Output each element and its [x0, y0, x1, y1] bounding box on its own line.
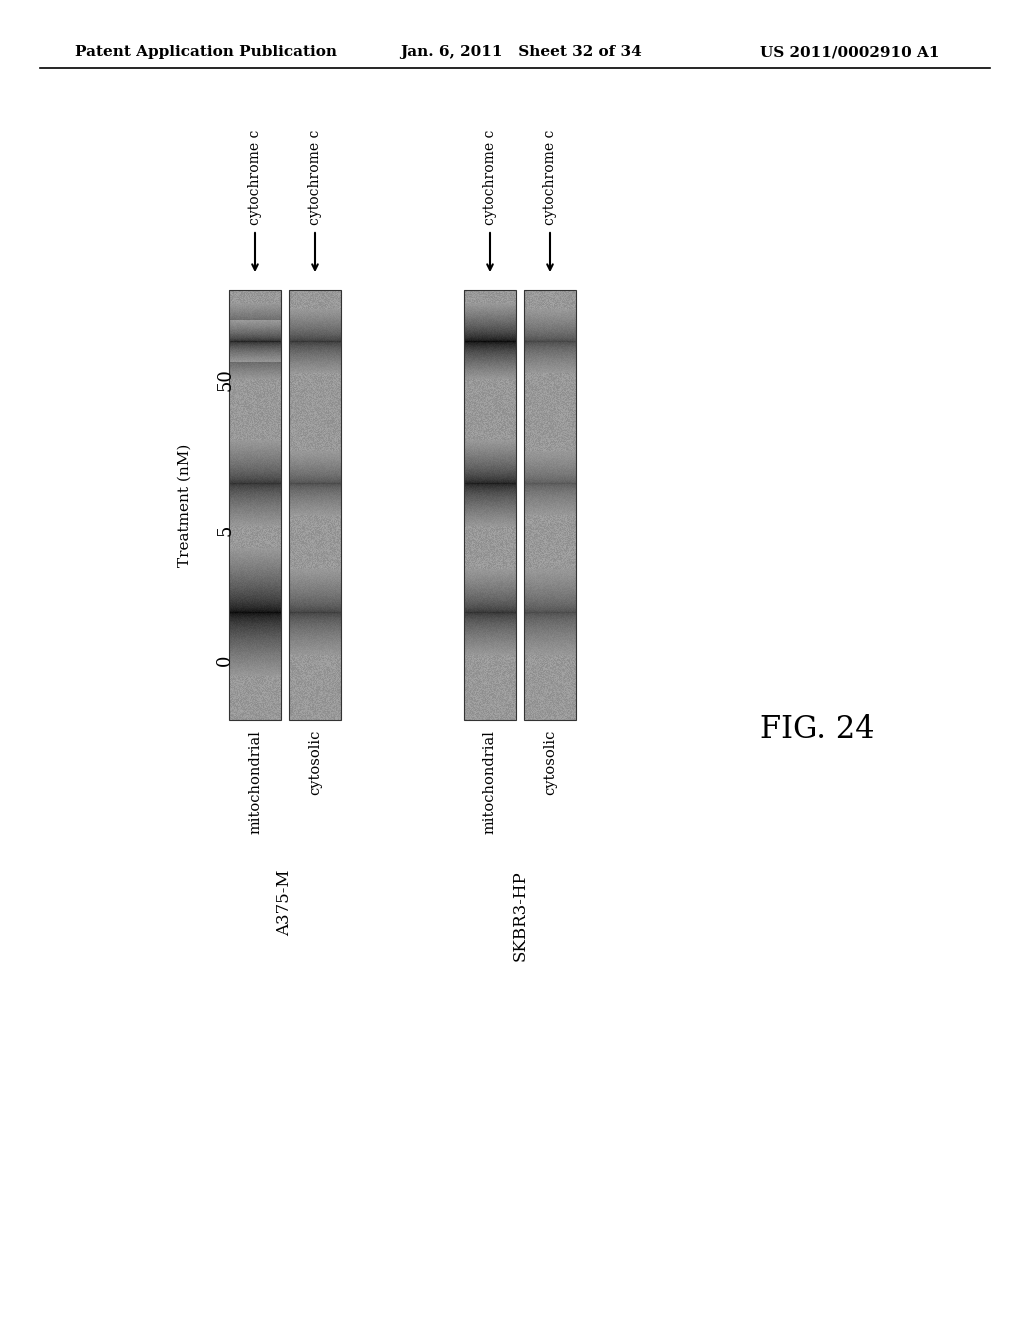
Text: 0: 0 — [216, 655, 234, 665]
Text: A375-M: A375-M — [276, 870, 294, 936]
Text: cytochrome c: cytochrome c — [248, 129, 262, 224]
Text: 50: 50 — [216, 368, 234, 392]
Text: mitochondrial: mitochondrial — [248, 730, 262, 834]
Text: 5: 5 — [216, 524, 234, 536]
Text: cytochrome c: cytochrome c — [308, 129, 322, 224]
Text: FIG. 24: FIG. 24 — [760, 714, 874, 746]
Text: cytosolic: cytosolic — [308, 730, 322, 796]
Text: US 2011/0002910 A1: US 2011/0002910 A1 — [760, 45, 939, 59]
Text: Treatment (nM): Treatment (nM) — [178, 444, 193, 566]
Text: cytosolic: cytosolic — [543, 730, 557, 796]
Bar — [229, 290, 281, 719]
Bar — [289, 290, 341, 719]
Text: Jan. 6, 2011   Sheet 32 of 34: Jan. 6, 2011 Sheet 32 of 34 — [400, 45, 642, 59]
Text: mitochondrial: mitochondrial — [483, 730, 497, 834]
Bar — [524, 290, 575, 719]
Text: cytochrome c: cytochrome c — [483, 129, 497, 224]
Bar — [464, 290, 516, 719]
Text: SKBR3-HP: SKBR3-HP — [512, 870, 528, 961]
Text: Patent Application Publication: Patent Application Publication — [75, 45, 337, 59]
Text: cytochrome c: cytochrome c — [543, 129, 557, 224]
